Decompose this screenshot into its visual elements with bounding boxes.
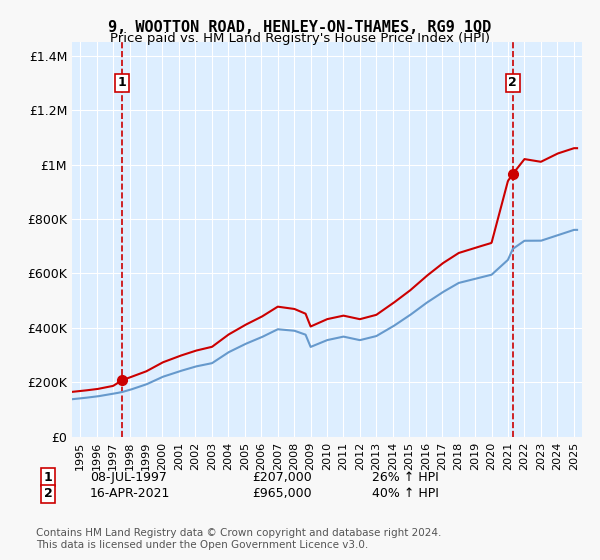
Text: 2: 2	[44, 487, 52, 501]
Text: £965,000: £965,000	[252, 487, 311, 501]
Text: 16-APR-2021: 16-APR-2021	[90, 487, 170, 501]
Text: 08-JUL-1997: 08-JUL-1997	[90, 470, 167, 484]
Text: £207,000: £207,000	[252, 470, 312, 484]
Text: 9, WOOTTON ROAD, HENLEY-ON-THAMES, RG9 1QD: 9, WOOTTON ROAD, HENLEY-ON-THAMES, RG9 1…	[109, 20, 491, 35]
Text: 26% ↑ HPI: 26% ↑ HPI	[372, 470, 439, 484]
Text: 40% ↑ HPI: 40% ↑ HPI	[372, 487, 439, 501]
Text: 1: 1	[44, 470, 52, 484]
Text: 1: 1	[118, 76, 126, 90]
Text: 2: 2	[508, 76, 517, 90]
Text: Price paid vs. HM Land Registry's House Price Index (HPI): Price paid vs. HM Land Registry's House …	[110, 32, 490, 45]
Text: Contains HM Land Registry data © Crown copyright and database right 2024.
This d: Contains HM Land Registry data © Crown c…	[36, 528, 442, 549]
